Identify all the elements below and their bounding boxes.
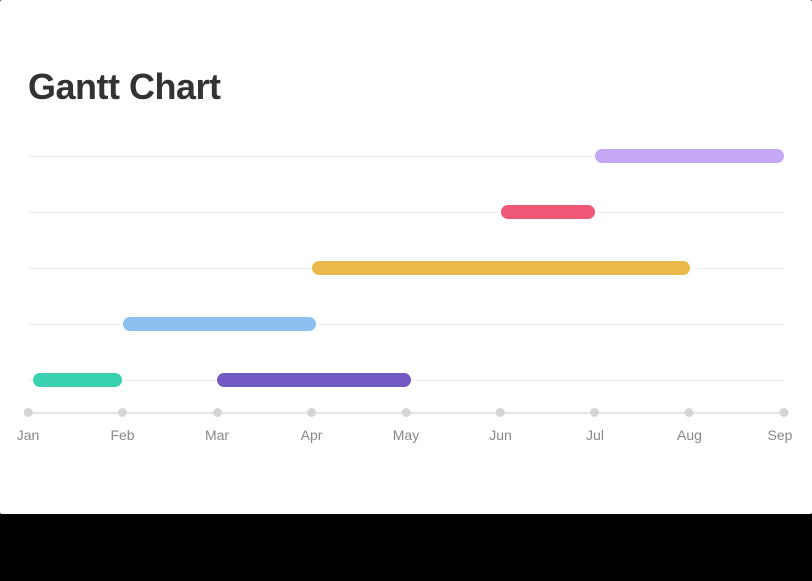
x-axis-tick-dot <box>118 408 127 417</box>
x-axis-tick-dot <box>779 408 788 417</box>
chart-rows <box>28 128 784 408</box>
x-axis-tick-dot <box>23 408 32 417</box>
x-axis-tick: Feb <box>110 408 134 443</box>
x-axis: JanFebMarAprMayJunJulAugSep <box>28 408 784 448</box>
x-axis-tick: Aug <box>677 408 702 443</box>
x-axis-tick-dot <box>591 408 600 417</box>
page: Gantt Chart Jan Feb Mar Apr May Jun Jul Aug Sep <box>0 0 812 514</box>
x-axis-tick-label: May <box>393 427 419 443</box>
x-axis-tick: Apr <box>301 408 323 443</box>
x-axis-tick: May <box>393 408 419 443</box>
gantt-bar <box>33 373 123 387</box>
x-axis-tick-dot <box>496 408 505 417</box>
x-axis-tick: Mar <box>205 408 229 443</box>
x-axis-tick: Jul <box>586 408 604 443</box>
x-axis-tick: Sep <box>772 408 797 443</box>
x-axis-tick: Jun <box>489 408 512 443</box>
x-axis-tick-label: Apr <box>301 427 323 443</box>
x-axis-tick: Jan <box>17 408 40 443</box>
gantt-chart: JanFebMarAprMayJunJulAugSep <box>28 128 784 448</box>
x-axis-tick-label: Jul <box>586 427 604 443</box>
row-gridline <box>28 212 784 213</box>
x-axis-tick-label: Mar <box>205 427 229 443</box>
gantt-bar <box>312 261 690 275</box>
x-axis-tick-dot <box>401 408 410 417</box>
x-axis-tick-label: Feb <box>110 427 134 443</box>
gantt-bar <box>217 373 411 387</box>
chart-title: Gantt Chart <box>28 66 221 108</box>
x-axis-tick-dot <box>213 408 222 417</box>
x-axis-tick-label: Jan <box>17 427 40 443</box>
x-axis-tick-dot <box>685 408 694 417</box>
gantt-bar <box>501 205 596 219</box>
x-axis-tick-dot <box>307 408 316 417</box>
x-axis-tick-label: Jun <box>489 427 512 443</box>
x-axis-tick-label: Sep <box>768 427 793 443</box>
x-axis-tick-label: Aug <box>677 427 702 443</box>
gantt-bar <box>595 149 784 163</box>
gantt-bar <box>123 317 317 331</box>
